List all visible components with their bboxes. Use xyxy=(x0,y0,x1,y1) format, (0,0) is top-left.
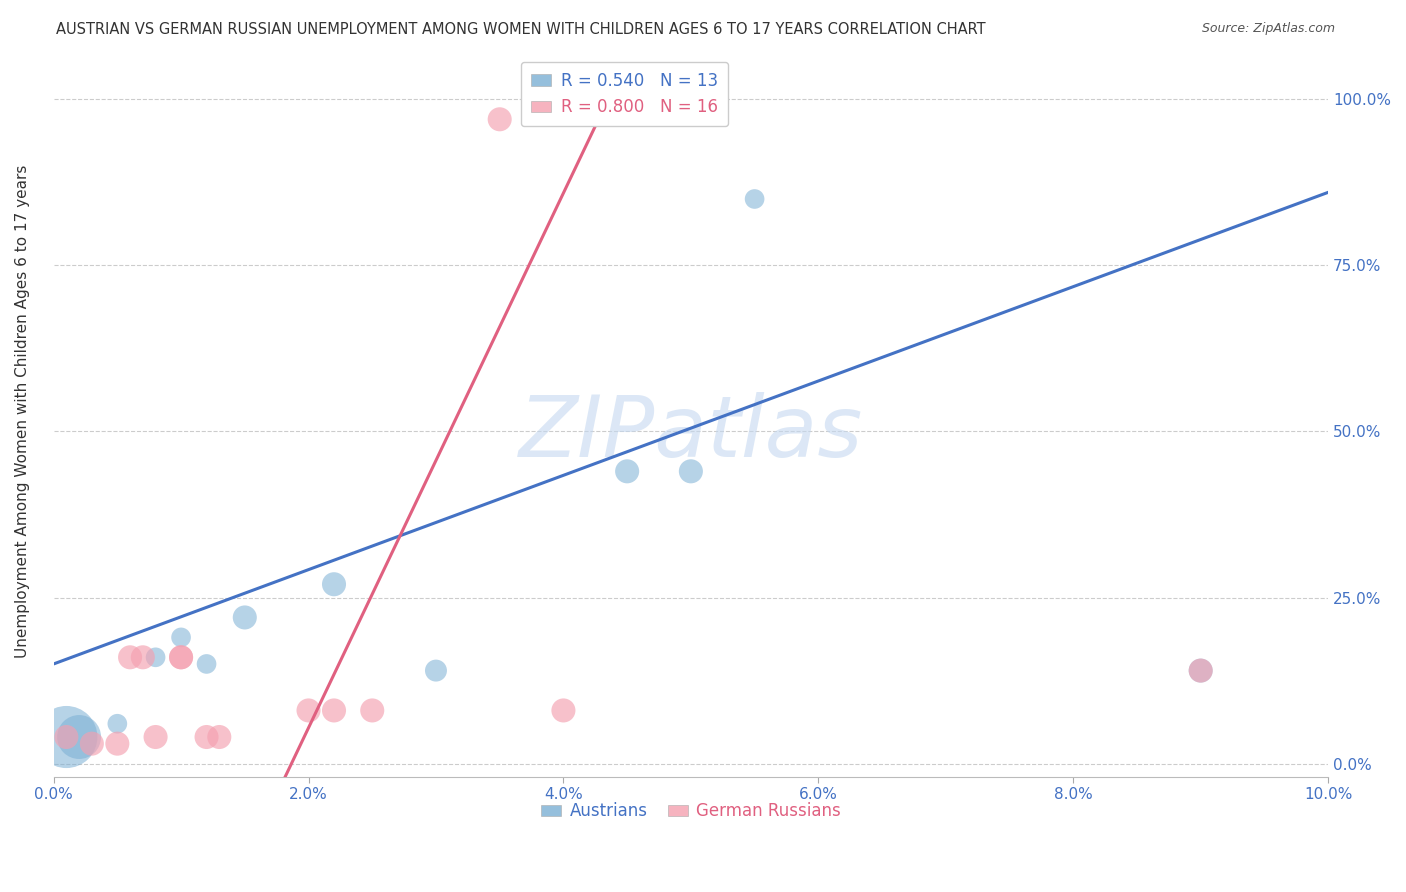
Point xyxy=(105,737,128,751)
Point xyxy=(170,650,193,665)
Point xyxy=(233,610,256,624)
Text: AUSTRIAN VS GERMAN RUSSIAN UNEMPLOYMENT AMONG WOMEN WITH CHILDREN AGES 6 TO 17 Y: AUSTRIAN VS GERMAN RUSSIAN UNEMPLOYMENT … xyxy=(56,22,986,37)
Point xyxy=(361,703,384,717)
Point xyxy=(67,730,90,744)
Point xyxy=(145,650,167,665)
Point xyxy=(553,703,575,717)
Point xyxy=(55,730,77,744)
Text: Source: ZipAtlas.com: Source: ZipAtlas.com xyxy=(1202,22,1336,36)
Legend: Austrians, German Russians: Austrians, German Russians xyxy=(534,796,848,827)
Point xyxy=(120,650,142,665)
Point xyxy=(425,664,447,678)
Text: ZIPatlas: ZIPatlas xyxy=(519,392,863,475)
Point xyxy=(1189,664,1212,678)
Point xyxy=(323,577,346,591)
Point xyxy=(679,464,702,478)
Point xyxy=(55,730,77,744)
Point xyxy=(208,730,231,744)
Point xyxy=(744,192,766,206)
Point xyxy=(170,631,193,645)
Point xyxy=(1189,664,1212,678)
Point xyxy=(145,730,167,744)
Point xyxy=(297,703,319,717)
Point xyxy=(323,703,346,717)
Point xyxy=(616,464,638,478)
Point xyxy=(105,716,128,731)
Y-axis label: Unemployment Among Women with Children Ages 6 to 17 years: Unemployment Among Women with Children A… xyxy=(15,165,30,658)
Point xyxy=(195,657,218,671)
Point xyxy=(488,112,510,127)
Point xyxy=(195,730,218,744)
Point xyxy=(132,650,155,665)
Point xyxy=(80,737,103,751)
Point xyxy=(170,650,193,665)
